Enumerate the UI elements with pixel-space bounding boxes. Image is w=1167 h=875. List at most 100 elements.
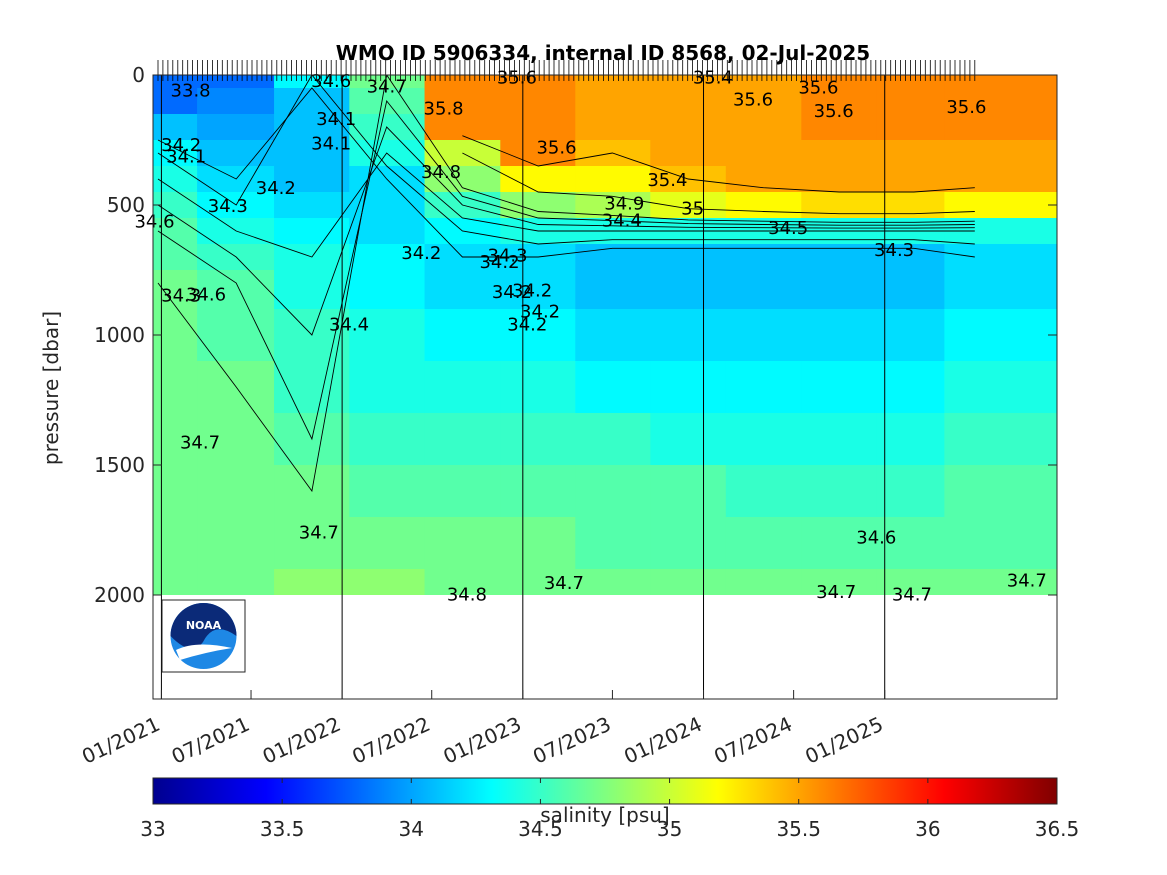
contour-label: 34.9 xyxy=(604,193,644,214)
heatmap-cell xyxy=(500,114,576,141)
heatmap-cell xyxy=(197,140,275,167)
heatmap-cell xyxy=(801,166,878,193)
contour-label: 34.2 xyxy=(507,314,547,335)
contour-line xyxy=(462,152,975,215)
heatmap-cell xyxy=(349,218,426,245)
heatmap-cell xyxy=(801,413,878,466)
heatmap-cell xyxy=(424,88,501,115)
x-tick-label: 07/2024 xyxy=(710,712,795,769)
heatmap-cell xyxy=(876,569,945,596)
contour-label: 34.3 xyxy=(208,196,248,217)
heatmap-cell xyxy=(575,517,651,570)
contour-label: 34.8 xyxy=(447,585,487,606)
heatmap-cell xyxy=(153,114,198,141)
contour-label: 34.7 xyxy=(180,433,220,454)
heatmap-cell xyxy=(801,361,878,414)
heatmap-cell xyxy=(197,75,275,89)
colorbar-label: salinity [psu] xyxy=(540,803,669,827)
heatmap-cell xyxy=(153,413,198,466)
heatmap-cell xyxy=(575,88,651,115)
y-tick-label: 2000 xyxy=(94,583,145,607)
heatmap-cell xyxy=(801,75,878,89)
heatmap-cell xyxy=(876,88,945,115)
heatmap-cell xyxy=(153,465,198,518)
heatmap-cell xyxy=(424,309,501,362)
noaa-logo: NOAA xyxy=(161,599,246,673)
heatmap-cell xyxy=(349,569,426,596)
contour-label: 34.4 xyxy=(329,314,369,335)
contour-label: 34.7 xyxy=(1007,570,1047,591)
profile-tick-marks xyxy=(157,60,976,81)
contour-label: 35.6 xyxy=(536,138,576,159)
heatmap-cell xyxy=(500,309,576,362)
heatmap-cell xyxy=(153,140,198,167)
contour-label: 34.3 xyxy=(487,245,527,266)
heatmap-cell xyxy=(725,517,802,570)
colorbar-tick-label: 34 xyxy=(399,817,424,841)
plot-frame xyxy=(152,74,1058,700)
heatmap-cell xyxy=(725,140,802,167)
no-data-region xyxy=(154,595,1056,698)
heatmap-cell xyxy=(944,270,1057,310)
heatmap-cell xyxy=(500,361,576,414)
contour-label: 34.7 xyxy=(367,76,407,97)
colorbar-ticks: 33 33.5 34 34.5 35 35.5 36 36.5 xyxy=(140,778,1079,841)
contour-label: 34.2 xyxy=(479,252,519,273)
contour-label: 34.5 xyxy=(768,218,808,239)
heatmap-cell xyxy=(349,244,426,271)
colorbar-tick-label: 35.5 xyxy=(776,817,821,841)
contour-label: 34.7 xyxy=(816,582,856,603)
heatmap-cell xyxy=(944,244,1057,271)
contour-label: 34.6 xyxy=(311,71,351,92)
heatmap-cell xyxy=(153,569,198,596)
heatmap-cell xyxy=(349,192,426,219)
heatmap-cell xyxy=(424,413,501,466)
heatmap-cell xyxy=(876,270,945,310)
heatmap-cell xyxy=(424,270,501,310)
heatmap-cell xyxy=(274,88,350,115)
heatmap-cell xyxy=(349,465,426,518)
heatmap-cell xyxy=(650,114,727,141)
heatmap-cell xyxy=(197,517,275,570)
heatmap-cell xyxy=(153,75,198,89)
contour-line xyxy=(157,87,975,258)
colorbar-tick-label: 33 xyxy=(140,817,165,841)
heatmap-cell xyxy=(500,88,576,115)
y-tick-label: 1000 xyxy=(94,323,145,347)
contour-label: 35.6 xyxy=(798,78,838,99)
contour-label: 35.8 xyxy=(424,99,464,120)
heatmap-cell xyxy=(349,361,426,414)
heatmap-cell xyxy=(650,465,727,518)
heatmap-cell xyxy=(153,244,198,271)
heatmap-cell xyxy=(725,569,802,596)
x-tick-label: 01/2021 xyxy=(78,712,163,769)
heatmap-cell xyxy=(650,517,727,570)
heatmap-cell xyxy=(575,114,651,141)
contour-label: 34.2 xyxy=(161,135,201,156)
contour-label: 34.7 xyxy=(544,573,584,594)
contour-label: 35.6 xyxy=(946,97,986,118)
heatmap-cell xyxy=(274,192,350,219)
heatmap-cell xyxy=(944,413,1057,466)
heatmap-cell xyxy=(725,192,802,219)
colorbar-tick-label: 36.5 xyxy=(1035,817,1080,841)
heatmap-cell xyxy=(153,88,198,115)
heatmap-cell xyxy=(500,192,576,219)
contour-label: 35 xyxy=(681,199,704,220)
heatmap-cell xyxy=(876,517,945,570)
colorbar-tick-label: 34.5 xyxy=(518,817,563,841)
contour-lines xyxy=(157,75,975,493)
contour-line xyxy=(157,126,975,336)
heatmap-cell xyxy=(274,166,350,193)
heatmap-cell xyxy=(801,140,878,167)
heatmap-cell xyxy=(725,309,802,362)
heatmap-cell xyxy=(349,75,426,89)
contour-label: 34.3 xyxy=(161,286,201,307)
heatmap-cell xyxy=(500,413,576,466)
heatmap-cell xyxy=(274,569,350,596)
heatmap-cell xyxy=(944,192,1057,219)
heatmap-cell xyxy=(197,465,275,518)
heatmap-cell xyxy=(575,465,651,518)
contour-label: 34.7 xyxy=(299,522,339,543)
